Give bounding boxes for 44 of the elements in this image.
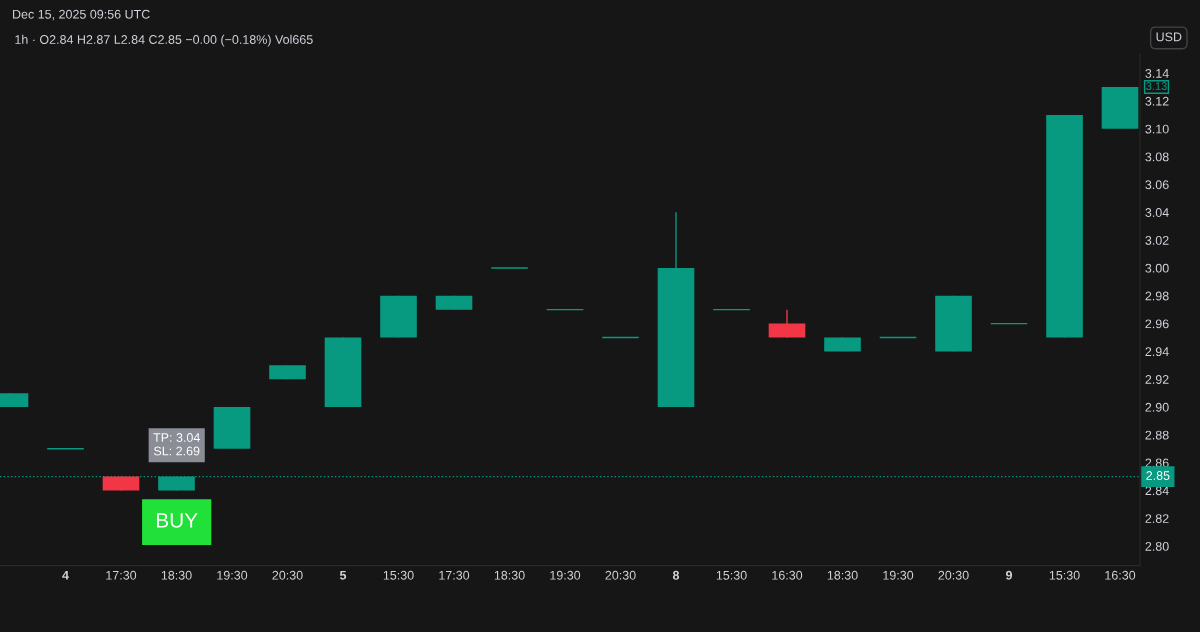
annotation: BUY [156, 513, 198, 528]
x-tick-label: 4 [62, 570, 69, 580]
x-tick-label: 15:30 [383, 570, 414, 580]
y-tick-label: 2.94 [1145, 347, 1169, 357]
x-tick-label: 19:30 [883, 570, 914, 580]
y-tick-label: 2.92 [1145, 375, 1169, 384]
x-tick-label: 20:30 [272, 570, 303, 580]
annotation: TP: 3.04 SL: 2.69 [153, 433, 200, 456]
y-tick-label: 3.08 [1145, 152, 1169, 162]
y-tick-label: 3.02 [1145, 235, 1169, 245]
x-tick-label: 20:30 [605, 570, 636, 580]
x-tick-label: 20:30 [938, 570, 969, 580]
x-tick-label: 19:30 [550, 570, 581, 580]
x-tick-label: 8 [672, 570, 680, 580]
text: USD [1156, 32, 1182, 42]
y-tick-label: 3.06 [1145, 180, 1169, 190]
x-tick-label: 16:30 [772, 570, 803, 580]
ref-line-label: 2.85 [1146, 471, 1170, 480]
y-tick-label: 2.82 [1145, 514, 1169, 523]
x-tick-label: 15:30 [1049, 570, 1080, 580]
y-tick-label: 2.96 [1145, 319, 1169, 329]
x-tick-label: 19:30 [217, 570, 248, 580]
x-tick-label: 5 [339, 570, 347, 580]
x-tick-label: 18:30 [161, 570, 192, 580]
x-tick-label: 15:30 [716, 570, 747, 580]
x-tick-label: 16:30 [1105, 570, 1136, 580]
text: 3.13 [1146, 82, 1167, 90]
x-tick-label: 18:30 [827, 570, 858, 580]
y-tick-label: 3.04 [1145, 208, 1169, 217]
chart-title: 1h · O2.84 H2.87 L2.84 C2.85 −0.00 (−0.18%) Vol665 [15, 34, 313, 47]
x-tick-label: 9 [1005, 570, 1013, 580]
y-tick-label: 3.12 [1145, 96, 1169, 106]
x-tick-label: 17:30 [106, 570, 137, 580]
x-tick-label: 18:30 [494, 570, 525, 580]
y-tick-label: 3.00 [1145, 263, 1169, 273]
y-tick-label: 2.90 [1145, 402, 1169, 412]
y-tick-label: 2.86 [1145, 458, 1169, 468]
x-tick-label: 17:30 [439, 570, 470, 580]
y-tick-label: 2.80 [1145, 541, 1169, 551]
chart-subtitle: Dec 15, 2025 09:56 UTC [13, 9, 150, 21]
y-tick-label: 2.88 [1145, 430, 1169, 440]
y-tick-label: 2.98 [1145, 291, 1169, 301]
y-tick-label: 3.10 [1145, 124, 1169, 134]
y-tick-label: 3.14 [1145, 69, 1169, 78]
